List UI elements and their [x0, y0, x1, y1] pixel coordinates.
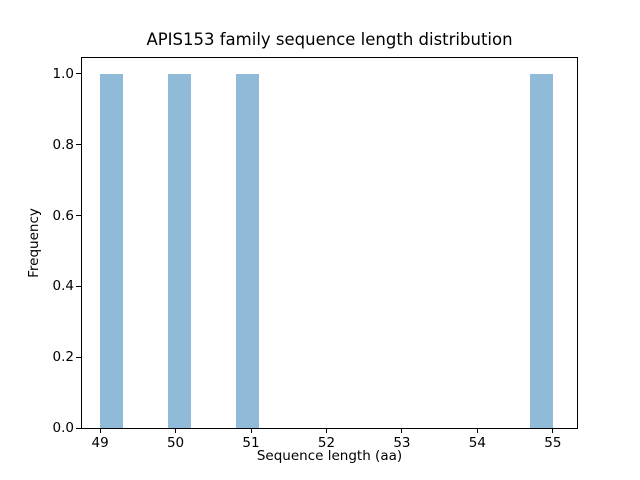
x-tick-label: 51 [242, 435, 260, 451]
histogram-bar [100, 73, 123, 428]
histogram-bar [235, 73, 259, 428]
y-tick-mark [76, 73, 81, 75]
x-tick-mark [175, 428, 177, 433]
chart-title: APIS153 family sequence length distribut… [146, 30, 513, 49]
x-tick-mark [552, 428, 554, 433]
x-tick-mark [250, 428, 252, 433]
x-tick-mark [401, 428, 403, 433]
y-tick-mark [76, 356, 81, 358]
plot-area: 49 50 51 52 53 54 55 0.0 0.2 0.4 0.6 0.8 1.0 [53, 57, 578, 451]
x-tick-label: 55 [544, 435, 562, 451]
x-tick-label: 50 [166, 435, 185, 451]
y-tick-label: 0.8 [52, 136, 74, 153]
y-tick-mark [76, 427, 81, 429]
x-tick-label: 53 [393, 435, 411, 451]
y-tick-label: 1.0 [52, 65, 74, 82]
x-tick-label: 54 [468, 435, 486, 451]
y-tick-label: 0.0 [52, 420, 74, 436]
x-tick-label: 52 [317, 435, 336, 451]
histogram-bar [530, 73, 553, 428]
y-tick-label: 0.6 [52, 207, 74, 224]
x-tick-mark [325, 428, 327, 433]
histogram-bar [168, 73, 191, 428]
y-tick-label: 0.2 [52, 349, 74, 366]
x-tick-mark [99, 428, 101, 433]
x-tick-label: 49 [91, 435, 109, 451]
y-tick-label: 0.4 [52, 278, 74, 295]
y-tick-mark [76, 285, 81, 287]
x-tick-mark [476, 428, 478, 433]
x-axis-label: Sequence length (aa) [256, 448, 403, 464]
y-tick-mark [76, 215, 81, 217]
y-axis-label: Frequency [26, 208, 42, 278]
y-tick-mark [76, 144, 81, 146]
